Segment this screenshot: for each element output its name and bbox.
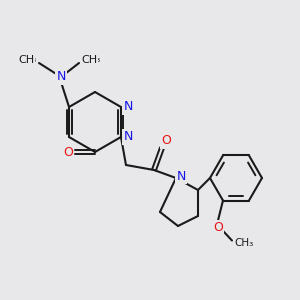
- Text: N: N: [176, 169, 186, 182]
- Text: CH₃: CH₃: [81, 54, 100, 64]
- Text: CH₃: CH₃: [234, 238, 253, 248]
- Text: O: O: [161, 134, 171, 148]
- Text: O: O: [63, 146, 73, 158]
- Text: CH: CH: [18, 55, 34, 65]
- Text: N: N: [56, 70, 66, 83]
- Text: CH: CH: [81, 55, 97, 65]
- Text: N: N: [123, 100, 133, 113]
- Text: O: O: [213, 221, 223, 234]
- Text: N: N: [123, 130, 133, 143]
- Text: CH₃: CH₃: [18, 54, 37, 64]
